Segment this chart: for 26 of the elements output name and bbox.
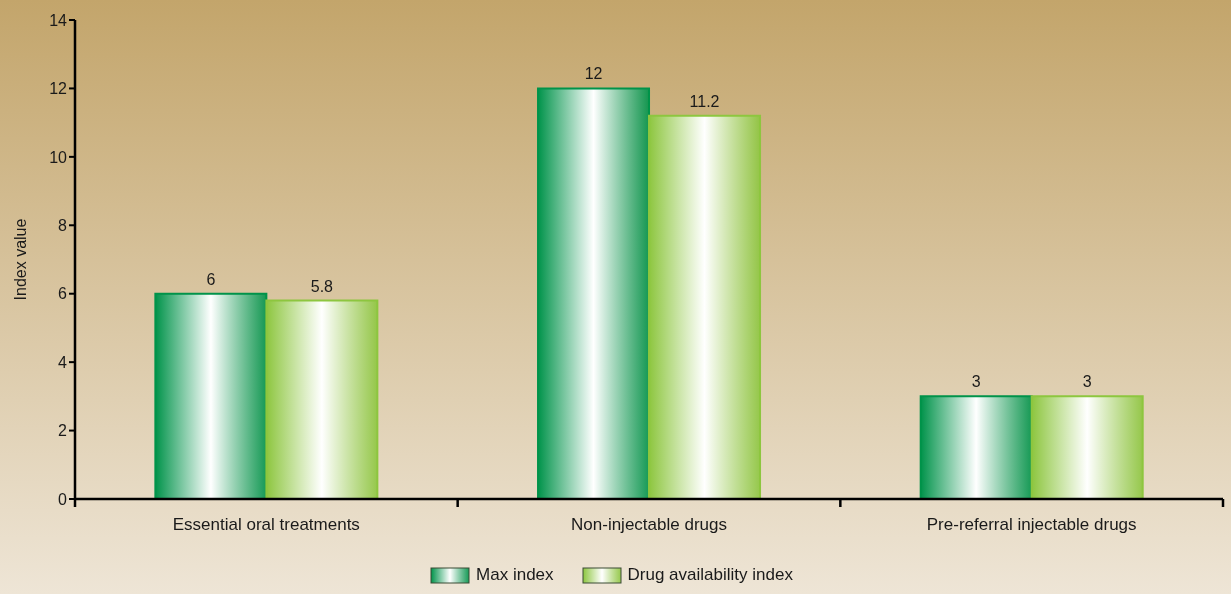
data-label: 6 (206, 270, 216, 288)
data-label: 5.8 (310, 277, 334, 295)
bar (648, 114, 762, 499)
legend-label: Max index (476, 565, 554, 585)
y-tick-label: 12 (49, 80, 68, 98)
x-tick-label: Pre-referral injectable drugs (926, 515, 1137, 534)
y-tick-label: 2 (58, 422, 68, 440)
data-label: 12 (584, 65, 603, 83)
data-label: 11.2 (689, 92, 720, 110)
bar (265, 299, 379, 499)
data-label: 3 (971, 373, 981, 391)
bar (919, 395, 1033, 499)
bar (154, 292, 268, 499)
bar (1030, 395, 1144, 499)
legend-label: Drug availability index (627, 565, 793, 585)
y-tick-label: 0 (58, 490, 68, 508)
y-tick-label: 4 (58, 353, 68, 371)
y-tick-label: 10 (49, 148, 68, 166)
y-tick-label: 8 (58, 216, 68, 234)
y-axis-title: Index value (11, 218, 29, 301)
x-tick-label: Non-injectable drugs (571, 515, 727, 534)
y-tick-label: 14 (49, 11, 68, 29)
y-tick-label: 6 (58, 285, 68, 303)
data-label: 3 (1082, 373, 1092, 391)
x-tick-label: Essential oral treatments (172, 515, 360, 534)
bar (537, 87, 651, 499)
